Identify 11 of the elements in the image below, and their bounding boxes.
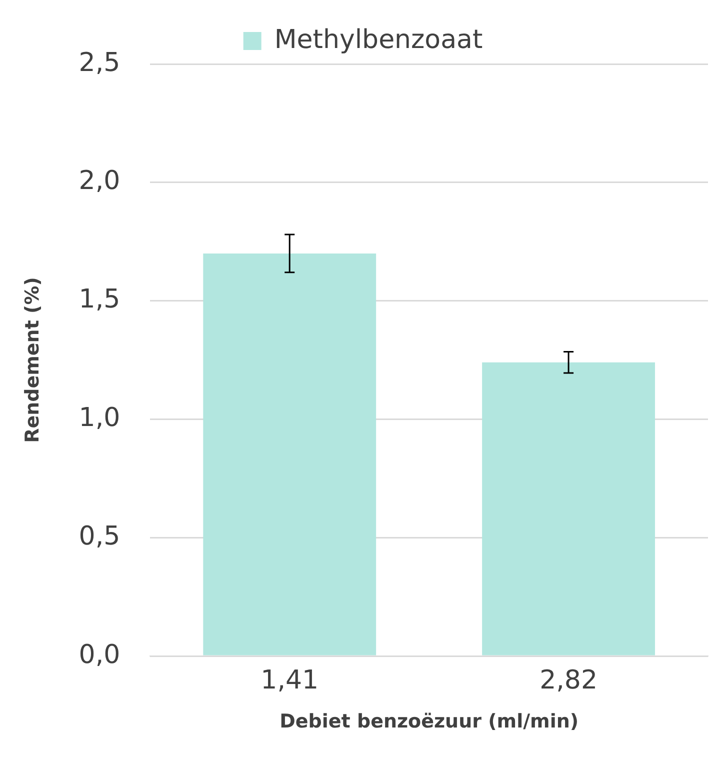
y-axis-title: Rendement (%) xyxy=(21,277,44,443)
y-tick-label: 0,5 xyxy=(78,521,120,552)
y-tick-label: 2,0 xyxy=(78,166,120,196)
legend-label: Methylbenzoaat xyxy=(274,24,483,55)
y-tick-label: 2,5 xyxy=(78,48,120,78)
x-tick-label: 1,41 xyxy=(260,665,319,696)
x-tick-label: 2,82 xyxy=(540,665,598,696)
y-tick-label: 1,0 xyxy=(78,402,120,433)
y-tick-label: 1,5 xyxy=(78,284,120,315)
x-axis-title: Debiet benzoëzuur (ml/min) xyxy=(280,710,579,733)
y-tick-label: 0,0 xyxy=(78,640,120,670)
